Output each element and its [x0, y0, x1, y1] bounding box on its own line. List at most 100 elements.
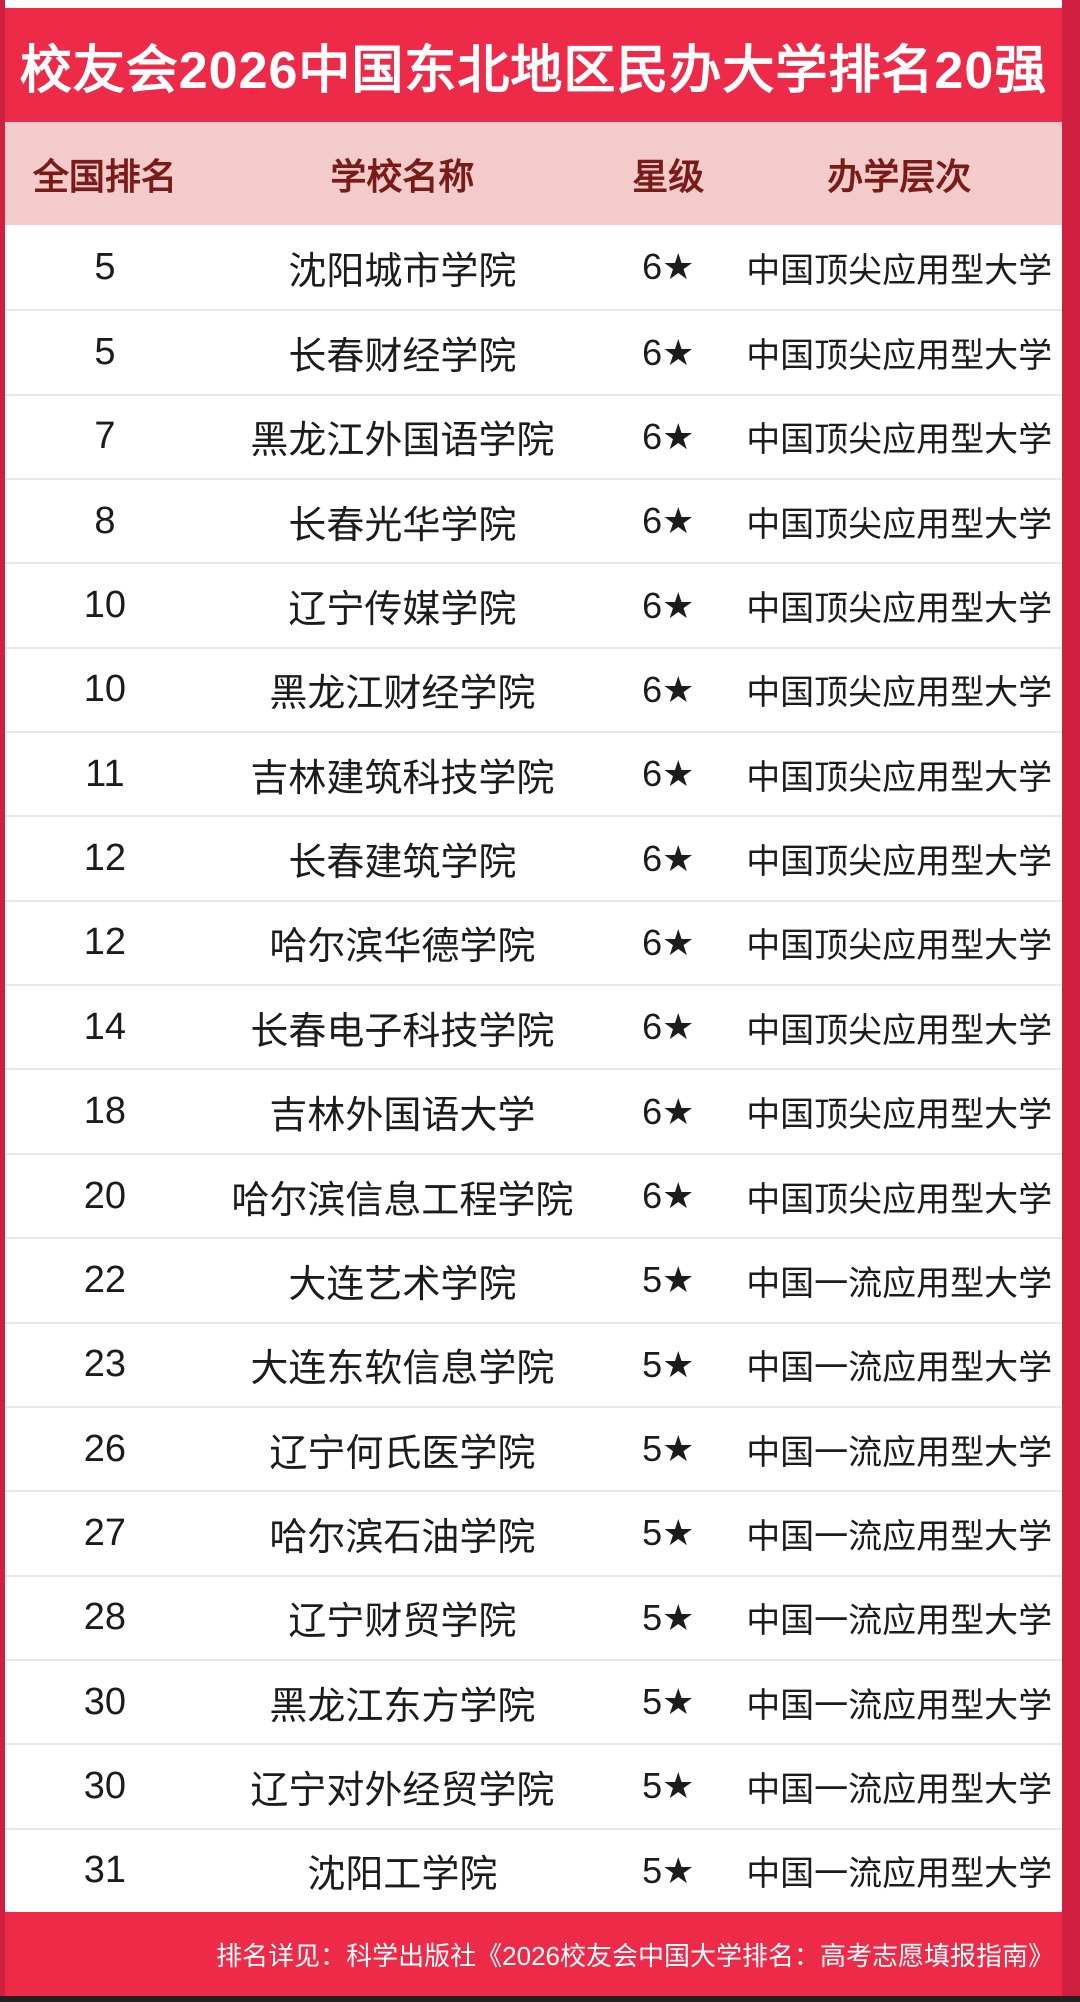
table-row: 22 大连艺术学院 5★ 中国一流应用型大学 — [5, 1237, 1062, 1321]
table-row: 14 长春电子科技学院 6★ 中国顶尖应用型大学 — [5, 984, 1062, 1068]
star-cell: 5★ — [642, 1849, 695, 1891]
table-row: 26 辽宁何氏医学院 5★ 中国一流应用型大学 — [5, 1405, 1062, 1490]
star-cell: 5★ — [642, 1343, 695, 1385]
table-row: 11 吉林建筑科技学院 6★ 中国顶尖应用型大学 — [5, 731, 1062, 815]
footer-note: 排名详见：科学出版社《2026校友会中国大学排名：高考志愿填报指南》 — [216, 1940, 1054, 1971]
rank-cell: 28 — [83, 1596, 127, 1639]
rank-cell: 10 — [83, 584, 127, 627]
title-banner: 校友会2026中国东北地区民办大学排名20强 — [5, 8, 1062, 122]
tier-cell: 中国一流应用型大学 — [746, 1517, 1053, 1556]
star-cell: 6★ — [642, 1006, 695, 1048]
school-cell: 辽宁何氏医学院 — [269, 1432, 536, 1475]
school-cell: 哈尔滨华德学院 — [269, 926, 536, 969]
tier-cell: 中国顶尖应用型大学 — [746, 674, 1053, 713]
table-row: 12 长春建筑学院 6★ 中国顶尖应用型大学 — [5, 815, 1062, 899]
rank-cell: 30 — [83, 1680, 127, 1723]
star-cell: 6★ — [642, 584, 695, 626]
star-cell: 6★ — [642, 668, 695, 710]
rank-cell: 12 — [83, 921, 127, 964]
school-cell: 黑龙江外国语学院 — [250, 420, 555, 463]
tier-cell: 中国一流应用型大学 — [746, 1770, 1053, 1809]
table-header: 全国排名 学校名称 星级 办学层次 — [5, 122, 1062, 225]
school-cell: 大连东软信息学院 — [250, 1348, 555, 1391]
tier-cell: 中国顶尖应用型大学 — [746, 590, 1053, 629]
table-row: 31 沈阳工学院 5★ 中国一流应用型大学 — [5, 1827, 1062, 1912]
school-cell: 沈阳城市学院 — [288, 250, 517, 293]
school-cell: 长春财经学院 — [288, 336, 517, 379]
column-header-tier: 办学层次 — [827, 155, 972, 197]
tier-cell: 中国一流应用型大学 — [746, 1602, 1053, 1641]
tier-cell: 中国一流应用型大学 — [746, 1855, 1053, 1894]
rank-cell: 11 — [85, 752, 125, 795]
rank-cell: 5 — [94, 245, 116, 288]
school-cell: 长春电子科技学院 — [250, 1010, 555, 1053]
star-cell: 5★ — [642, 1596, 695, 1638]
star-cell: 5★ — [642, 1681, 695, 1723]
tier-cell: 中国一流应用型大学 — [746, 1433, 1053, 1472]
table-row: 18 吉林外国语大学 6★ 中国顶尖应用型大学 — [5, 1068, 1062, 1152]
column-header-school: 学校名称 — [330, 155, 475, 197]
table-row: 23 大连东软信息学院 5★ 中国一流应用型大学 — [5, 1321, 1062, 1406]
column-header-star: 星级 — [632, 155, 705, 197]
rank-cell: 26 — [83, 1427, 127, 1470]
table-row: 27 哈尔滨石油学院 5★ 中国一流应用型大学 — [5, 1490, 1062, 1574]
star-cell: 6★ — [642, 1175, 695, 1217]
table-row: 10 辽宁传媒学院 6★ 中国顶尖应用型大学 — [5, 562, 1062, 646]
right-border — [1062, 0, 1080, 2002]
tier-cell: 中国一流应用型大学 — [746, 1686, 1053, 1725]
school-cell: 辽宁对外经贸学院 — [250, 1769, 555, 1812]
table-row: 28 辽宁财贸学院 5★ 中国一流应用型大学 — [5, 1574, 1062, 1659]
table-row: 8 长春光华学院 6★ 中国顶尖应用型大学 — [5, 478, 1062, 562]
school-cell: 吉林外国语大学 — [269, 1095, 536, 1138]
school-cell: 辽宁传媒学院 — [288, 589, 517, 632]
tier-cell: 中国顶尖应用型大学 — [746, 843, 1053, 882]
rank-cell: 5 — [94, 331, 116, 374]
rank-cell: 22 — [83, 1258, 127, 1301]
top-strip — [5, 0, 1062, 8]
school-cell: 辽宁财贸学院 — [288, 1601, 517, 1644]
school-cell: 哈尔滨信息工程学院 — [231, 1179, 574, 1222]
star-cell: 5★ — [642, 1512, 695, 1554]
table-row: 10 黑龙江财经学院 6★ 中国顶尖应用型大学 — [5, 646, 1062, 731]
star-cell: 5★ — [642, 1259, 695, 1301]
rank-cell: 14 — [83, 1005, 127, 1048]
star-cell: 6★ — [642, 500, 695, 542]
tier-cell: 中国顶尖应用型大学 — [746, 1180, 1053, 1219]
star-cell: 6★ — [642, 837, 695, 879]
page-title: 校友会2026中国东北地区民办大学排名20强 — [19, 41, 1048, 100]
table-row: 30 黑龙江东方学院 5★ 中国一流应用型大学 — [5, 1658, 1062, 1743]
tier-cell: 中国顶尖应用型大学 — [746, 927, 1053, 966]
star-cell: 6★ — [642, 921, 695, 963]
star-cell: 5★ — [642, 1765, 695, 1807]
tier-cell: 中国顶尖应用型大学 — [746, 337, 1053, 376]
table-row: 30 辽宁对外经贸学院 5★ 中国一流应用型大学 — [5, 1743, 1062, 1827]
column-header-rank: 全国排名 — [32, 155, 177, 197]
table-body: 5 沈阳城市学院 6★ 中国顶尖应用型大学 5 长春财经学院 6★ 中国顶尖应用… — [5, 225, 1062, 1912]
table-row: 5 沈阳城市学院 6★ 中国顶尖应用型大学 — [5, 225, 1062, 309]
table-row: 5 长春财经学院 6★ 中国顶尖应用型大学 — [5, 309, 1062, 393]
tier-cell: 中国顶尖应用型大学 — [746, 1096, 1053, 1135]
rank-cell: 27 — [83, 1511, 127, 1554]
rank-cell: 23 — [83, 1343, 127, 1386]
rank-cell: 7 — [94, 415, 116, 458]
rank-cell: 8 — [94, 499, 116, 542]
rank-cell: 20 — [83, 1174, 127, 1217]
tier-cell: 中国顶尖应用型大学 — [746, 421, 1053, 460]
school-cell: 大连艺术学院 — [288, 1263, 517, 1306]
school-cell: 吉林建筑科技学院 — [250, 757, 555, 800]
rank-cell: 10 — [83, 668, 127, 711]
school-cell: 沈阳工学院 — [307, 1854, 498, 1897]
table-row: 12 哈尔滨华德学院 6★ 中国顶尖应用型大学 — [5, 899, 1062, 984]
tier-cell: 中国一流应用型大学 — [746, 1349, 1053, 1388]
star-cell: 6★ — [642, 753, 695, 795]
star-cell: 6★ — [642, 1090, 695, 1132]
tier-cell: 中国顶尖应用型大学 — [746, 758, 1053, 797]
school-cell: 哈尔滨石油学院 — [269, 1516, 536, 1559]
rank-cell: 12 — [83, 837, 127, 880]
footer-bar: 排名详见：科学出版社《2026校友会中国大学排名：高考志愿填报指南》 — [5, 1912, 1062, 1996]
school-cell: 黑龙江东方学院 — [269, 1685, 536, 1728]
school-cell: 黑龙江财经学院 — [269, 673, 536, 716]
table-row: 7 黑龙江外国语学院 6★ 中国顶尖应用型大学 — [5, 393, 1062, 478]
tier-cell: 中国顶尖应用型大学 — [746, 505, 1053, 544]
